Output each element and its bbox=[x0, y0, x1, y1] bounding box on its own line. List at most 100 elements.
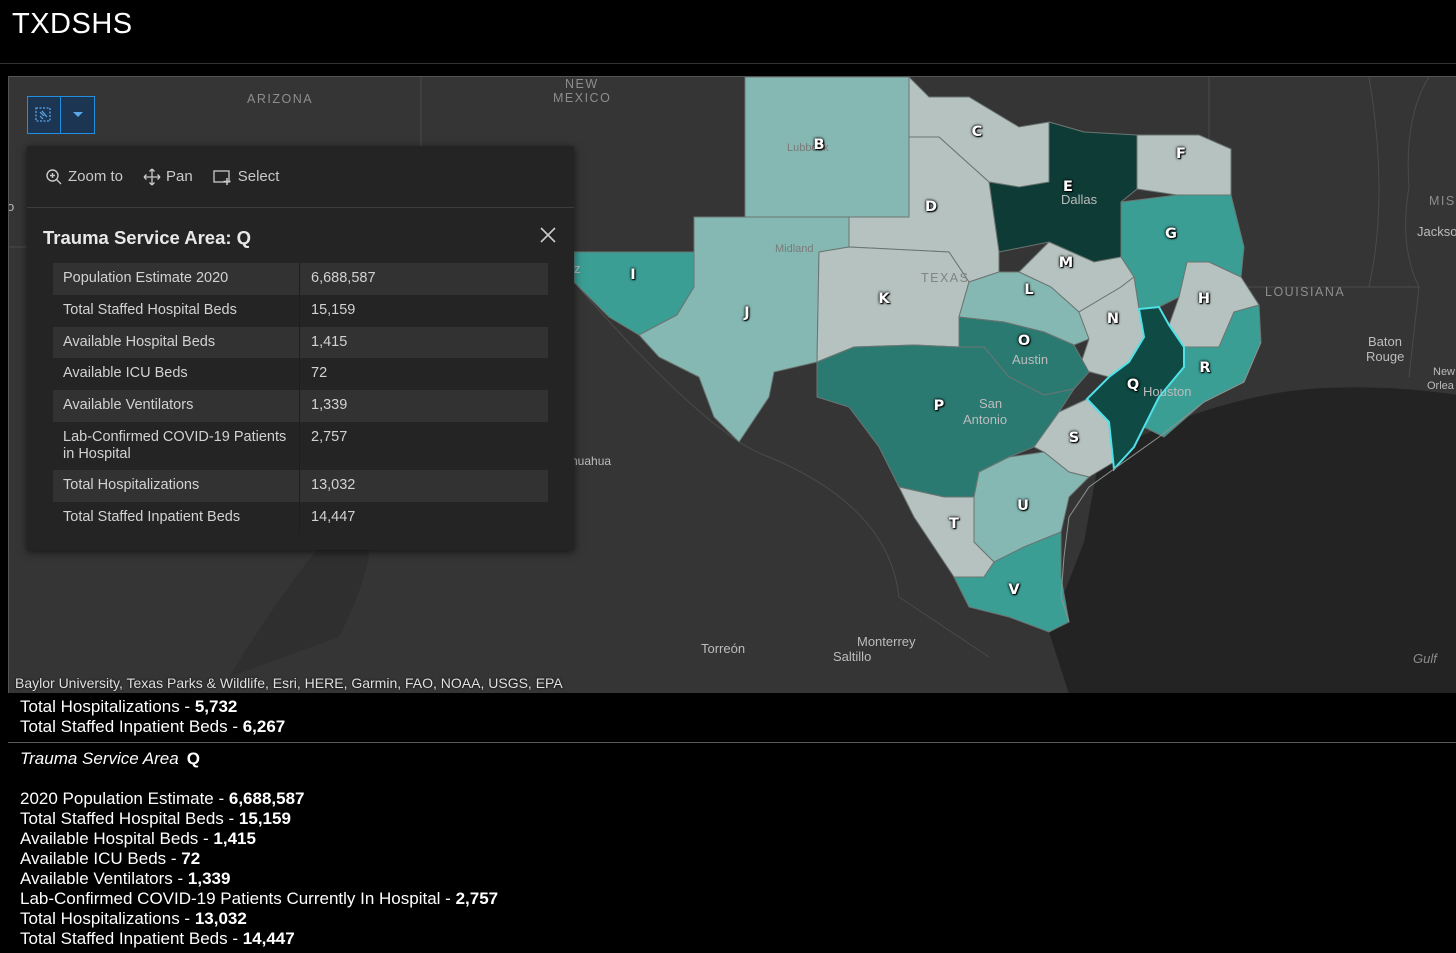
line-value: 6,267 bbox=[242, 717, 286, 736]
city-monterrey: Monterrey bbox=[857, 634, 916, 649]
tsa-label-f: F bbox=[1176, 146, 1186, 162]
table-row: Available Hospital Beds 1,415 bbox=[53, 326, 548, 359]
city-houston: Houston bbox=[1143, 384, 1192, 399]
tsa-label-p: P bbox=[933, 398, 945, 414]
tsa-label-k: K bbox=[878, 291, 890, 307]
table-row: Total Staffed Hospital Beds 15,159 bbox=[53, 294, 548, 327]
city-dallas: Dallas bbox=[1061, 192, 1098, 207]
attr-value: 15,159 bbox=[311, 301, 356, 318]
zoom-to-action[interactable]: Zoom to bbox=[45, 168, 123, 186]
city-baton-rouge-1: Baton bbox=[1368, 334, 1402, 349]
summary-line: Lab-Confirmed COVID-19 Patients Currentl… bbox=[20, 889, 498, 909]
tsa-heading-letter: Q bbox=[186, 749, 200, 768]
table-row: Available Ventilators 1,339 bbox=[53, 390, 548, 422]
summary-line: 2020 Population Estimate - 6,688,587 bbox=[20, 789, 305, 809]
city-austin: Austin bbox=[1012, 352, 1049, 367]
line-label: Total Staffed Inpatient Beds - bbox=[20, 929, 243, 948]
tsa-label-i: I bbox=[630, 267, 636, 283]
attr-key: Available Hospital Beds bbox=[53, 326, 300, 359]
tsa-region-k[interactable] bbox=[816, 246, 970, 363]
edge-label-z: z bbox=[574, 261, 581, 276]
tsa-label-l: L bbox=[1024, 282, 1034, 298]
summary-line: Available ICU Beds - 72 bbox=[20, 849, 200, 869]
city-new-orleans-2: Orlea bbox=[1427, 380, 1454, 392]
close-icon bbox=[540, 227, 556, 243]
zoom-in-icon bbox=[46, 168, 62, 184]
feature-popup: Zoom to Pan Select Trauma Service Area: … bbox=[27, 146, 574, 550]
tsa-label-b: B bbox=[813, 137, 825, 153]
city-san-antonio-2: Antonio bbox=[963, 412, 1008, 427]
line-value: 13,032 bbox=[194, 909, 247, 928]
city-jackson: Jackso bbox=[1417, 224, 1456, 239]
tsa-label-m: M bbox=[1058, 255, 1074, 271]
line-label: Available Hospital Beds - bbox=[20, 829, 214, 848]
attr-key: Available ICU Beds bbox=[53, 358, 300, 391]
select-tool-dropdown[interactable] bbox=[61, 97, 94, 133]
label-gulf: Gulf bbox=[1413, 651, 1437, 666]
attr-value: 6,688,587 bbox=[311, 270, 376, 286]
chevron-down-icon bbox=[72, 112, 83, 117]
line-value: 15,159 bbox=[238, 809, 291, 828]
popup-actions-bar: Zoom to Pan Select bbox=[27, 146, 574, 208]
attr-key: Total Hospitalizations bbox=[53, 469, 300, 502]
label-miss: MISS bbox=[1429, 194, 1456, 208]
tsa-region-v[interactable] bbox=[953, 531, 1070, 633]
tsa-label-h: H bbox=[1197, 291, 1211, 307]
city-new-orleans-1: New bbox=[1433, 366, 1456, 378]
label-new-mexico-2: MEXICO bbox=[553, 91, 612, 105]
tsa-label-s: S bbox=[1068, 430, 1080, 446]
summary-line: Total Staffed Hospital Beds - 15,159 bbox=[20, 809, 291, 829]
table-row: Total Hospitalizations 13,032 bbox=[53, 469, 548, 502]
prev-summary-line: Total Staffed Inpatient Beds - 6,267 bbox=[20, 717, 285, 737]
select-action[interactable]: Select bbox=[213, 168, 279, 186]
summary-line: Available Hospital Beds - 1,415 bbox=[20, 829, 256, 849]
attr-key: Total Staffed Hospital Beds bbox=[53, 294, 300, 327]
line-label: Total Staffed Hospital Beds - bbox=[20, 809, 239, 828]
city-midland: Midland bbox=[775, 243, 814, 255]
summary-line: Total Hospitalizations - 13,032 bbox=[20, 909, 247, 929]
tsa-label-o: O bbox=[1017, 333, 1031, 349]
line-value: 6,688,587 bbox=[228, 789, 305, 808]
tsa-label-n: N bbox=[1106, 311, 1120, 327]
tsa-label-e: E bbox=[1063, 179, 1073, 195]
attr-key: Lab-Confirmed COVID-19 Patients in Hospi… bbox=[53, 421, 300, 470]
line-value: 2,757 bbox=[455, 889, 499, 908]
line-label: Total Staffed Inpatient Beds - bbox=[20, 717, 243, 736]
line-label: 2020 Population Estimate - bbox=[20, 789, 229, 808]
tsa-label-q: Q bbox=[1126, 377, 1140, 393]
map-attribution: Baylor University, Texas Parks & Wildlif… bbox=[15, 675, 563, 691]
popup-close-button[interactable] bbox=[537, 224, 559, 246]
basemap bbox=[9, 77, 1456, 693]
select-icon bbox=[213, 169, 231, 185]
attr-key: Total Staffed Inpatient Beds bbox=[53, 501, 300, 534]
line-label: Total Hospitalizations - bbox=[20, 697, 195, 716]
table-row: Available ICU Beds 72 bbox=[53, 358, 548, 391]
select-tool-button[interactable] bbox=[28, 97, 62, 133]
map-view[interactable]: ARIZONA NEW MEXICO LOUISIANA TEXAS MISS … bbox=[8, 76, 1456, 693]
tsa-label-u: U bbox=[1017, 498, 1029, 514]
tsa-region-q[interactable] bbox=[1085, 305, 1185, 472]
table-row: Population Estimate 2020 6,688,587 bbox=[53, 263, 548, 295]
city-chihuahua: nuahua bbox=[571, 454, 612, 468]
prev-summary-line: Total Hospitalizations - 5,732 bbox=[20, 697, 237, 717]
attr-value: 1,415 bbox=[311, 333, 348, 350]
label-texas: TEXAS bbox=[921, 271, 970, 285]
pan-icon bbox=[143, 168, 161, 185]
attr-value: 72 bbox=[311, 365, 328, 382]
tsa-label-c: C bbox=[971, 124, 983, 140]
tsa-region-f[interactable] bbox=[1136, 134, 1232, 196]
attr-value: 1,339 bbox=[311, 397, 348, 414]
line-value: 1,339 bbox=[187, 869, 231, 888]
pan-action[interactable]: Pan bbox=[143, 168, 193, 186]
tsa-label-v: V bbox=[1008, 582, 1020, 598]
app-header: TXDSHS bbox=[0, 0, 1456, 64]
tsa-label-d: D bbox=[924, 199, 938, 215]
tsa-heading: Trauma Service Area Q bbox=[20, 749, 200, 769]
line-value: 5,732 bbox=[194, 697, 238, 716]
popup-attribute-table: Population Estimate 2020 6,688,587 Total … bbox=[53, 263, 548, 534]
section-divider bbox=[8, 742, 1456, 743]
select-tool-toggle[interactable] bbox=[27, 96, 95, 134]
attr-key: Population Estimate 2020 bbox=[53, 263, 300, 295]
label-new-mexico-1: NEW bbox=[565, 77, 599, 91]
line-label: Available Ventilators - bbox=[20, 869, 188, 888]
